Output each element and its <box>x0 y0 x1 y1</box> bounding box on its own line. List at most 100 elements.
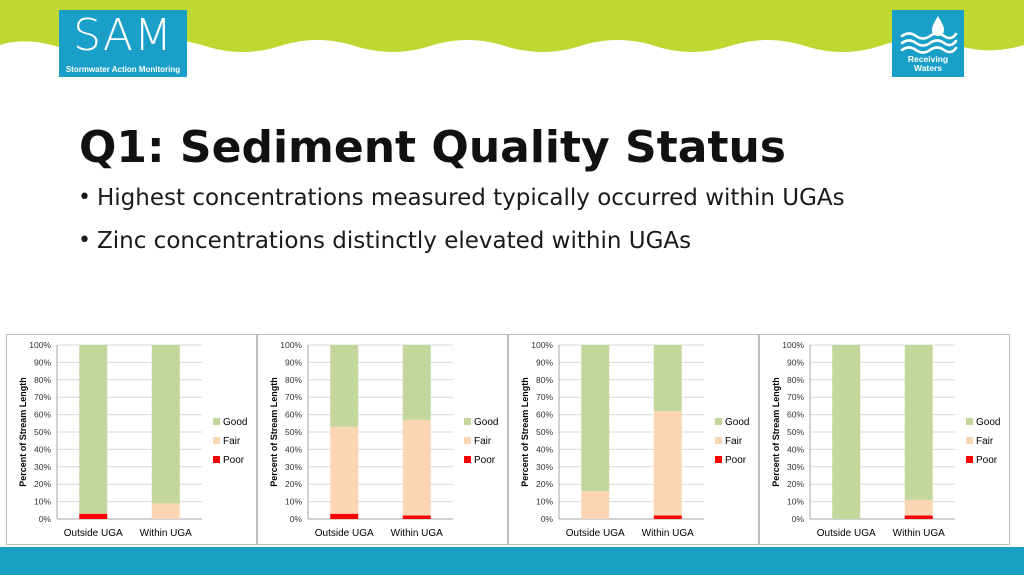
bullet-item: Zinc concentrations distinctly elevated … <box>78 224 845 267</box>
legend-label: Fair <box>976 436 994 447</box>
y-tick-label: 90% <box>787 357 804 367</box>
header-wave-band <box>0 0 1024 52</box>
bar-segment-good <box>581 345 610 492</box>
legend-label: Poor <box>474 455 496 466</box>
legend-swatch-good <box>715 418 722 425</box>
receiving-waters-label: Receiving Waters <box>892 55 964 73</box>
bar-segment-good <box>402 345 431 420</box>
legend-swatch-poor <box>464 456 471 463</box>
y-tick-label: 30% <box>787 462 804 472</box>
chart-chromium: Chromium0%10%20%30%40%50%60%70%80%90%100… <box>257 334 508 545</box>
x-tick-label: Outside UGA <box>64 528 123 539</box>
legend-swatch-fair <box>213 437 220 444</box>
bar-segment-good <box>79 345 108 514</box>
y-tick-label: 50% <box>34 427 51 437</box>
legend-label: Poor <box>223 455 245 466</box>
y-tick-label: 0% <box>541 514 554 524</box>
y-tick-label: 10% <box>787 497 804 507</box>
y-tick-label: 60% <box>34 410 51 420</box>
legend-label: Poor <box>725 455 747 466</box>
y-tick-label: 60% <box>285 410 302 420</box>
sam-logo-subtitle: Stormwater Action Monitoring <box>65 65 181 74</box>
bullet-list: Highest concentrations measured typicall… <box>78 181 845 267</box>
legend-swatch-poor <box>213 456 220 463</box>
x-tick-label: Outside UGA <box>566 528 625 539</box>
y-axis-label: Percent of Stream Length <box>771 377 781 487</box>
bar-segment-good <box>832 345 861 519</box>
chart-cadmium: Cadmium0%10%20%30%40%50%60%70%80%90%100%… <box>6 334 257 545</box>
legend-label: Good <box>725 417 749 428</box>
bar-segment-good <box>151 345 180 504</box>
legend-label: Good <box>223 417 247 428</box>
y-tick-label: 60% <box>787 410 804 420</box>
y-tick-label: 20% <box>285 479 302 489</box>
legend-swatch-good <box>464 418 471 425</box>
bar-segment-good <box>653 345 682 412</box>
x-tick-label: Outside UGA <box>315 528 374 539</box>
y-tick-label: 0% <box>290 514 303 524</box>
y-tick-label: 30% <box>536 462 553 472</box>
y-tick-label: 40% <box>536 444 553 454</box>
receiving-waters-line1: Receiving <box>907 54 949 64</box>
chart-zinc: Zinc0%10%20%30%40%50%60%70%80%90%100%Per… <box>508 334 759 545</box>
x-tick-label: Within UGA <box>391 528 444 539</box>
bar-segment-poor <box>904 515 933 519</box>
y-tick-label: 10% <box>285 497 302 507</box>
y-tick-label: 80% <box>34 375 51 385</box>
y-tick-label: 50% <box>285 427 302 437</box>
bar-segment-fair <box>653 411 682 516</box>
y-tick-label: 20% <box>536 479 553 489</box>
y-tick-label: 70% <box>787 392 804 402</box>
y-tick-label: 100% <box>782 340 804 350</box>
bullet-item: Highest concentrations measured typicall… <box>78 181 845 224</box>
legend-swatch-good <box>213 418 220 425</box>
y-tick-label: 90% <box>34 357 51 367</box>
bar-segment-fair <box>330 426 359 514</box>
bar-segment-poor <box>79 513 108 519</box>
y-tick-label: 0% <box>792 514 805 524</box>
receiving-waters-line2: Waters <box>913 63 943 73</box>
slide-title: Q1: Sediment Quality Status <box>79 122 786 173</box>
y-tick-label: 30% <box>285 462 302 472</box>
y-tick-label: 50% <box>536 427 553 437</box>
charts-area: Cadmium0%10%20%30%40%50%60%70%80%90%100%… <box>6 334 1010 545</box>
bar-segment-fair <box>151 503 180 519</box>
y-tick-label: 100% <box>531 340 553 350</box>
y-axis-label: Percent of Stream Length <box>18 377 28 487</box>
x-tick-label: Within UGA <box>140 528 193 539</box>
bar-segment-fair <box>581 491 610 519</box>
sam-logo: SAM Stormwater Action Monitoring <box>59 10 187 77</box>
x-tick-label: Within UGA <box>642 528 695 539</box>
y-tick-label: 40% <box>285 444 302 454</box>
y-tick-label: 30% <box>34 462 51 472</box>
y-tick-label: 20% <box>34 479 51 489</box>
y-tick-label: 40% <box>787 444 804 454</box>
bar-segment-poor <box>653 515 682 519</box>
sam-logo-text: SAM <box>73 10 173 61</box>
bar-segment-good <box>330 345 359 427</box>
legend-label: Fair <box>725 436 743 447</box>
y-tick-label: 10% <box>536 497 553 507</box>
receiving-waters-logo: Receiving Waters <box>892 10 964 77</box>
y-tick-label: 80% <box>536 375 553 385</box>
y-tick-label: 40% <box>34 444 51 454</box>
legend-label: Good <box>976 417 1000 428</box>
legend-swatch-fair <box>464 437 471 444</box>
x-tick-label: Within UGA <box>893 528 946 539</box>
legend-swatch-fair <box>715 437 722 444</box>
y-tick-label: 70% <box>285 392 302 402</box>
y-tick-label: 0% <box>39 514 52 524</box>
legend-swatch-fair <box>966 437 973 444</box>
bar-segment-good <box>904 345 933 500</box>
y-tick-label: 20% <box>787 479 804 489</box>
y-tick-label: 60% <box>536 410 553 420</box>
legend-swatch-good <box>966 418 973 425</box>
y-tick-label: 70% <box>34 392 51 402</box>
water-drop-waves-icon <box>900 16 958 54</box>
bar-segment-poor <box>402 515 431 519</box>
y-tick-label: 90% <box>285 357 302 367</box>
y-tick-label: 50% <box>787 427 804 437</box>
y-tick-label: 100% <box>280 340 302 350</box>
bar-segment-fair <box>402 419 431 516</box>
legend-label: Fair <box>474 436 492 447</box>
